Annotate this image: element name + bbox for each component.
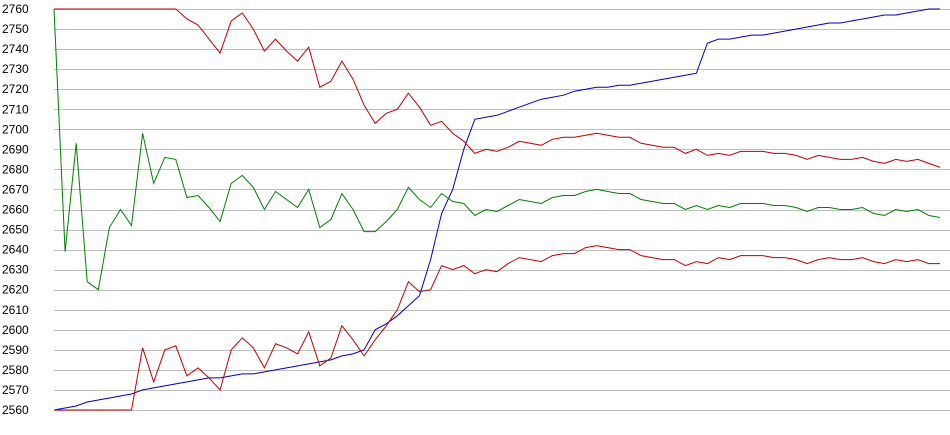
series-line-2: [53, 8, 941, 291]
y-tick-label: 2620: [2, 283, 29, 297]
y-tick-label: 2730: [2, 62, 29, 76]
series-line-1: [53, 8, 940, 411]
y-tick-label: 2600: [2, 323, 29, 337]
y-tick-label: 2670: [2, 182, 29, 196]
y-tick-label: 2590: [2, 343, 29, 357]
y-tick-label: 2610: [2, 303, 29, 317]
series-line-3: [54, 8, 941, 168]
y-tick-label: 2690: [2, 142, 29, 156]
y-tick-label: 2640: [2, 243, 29, 257]
y-axis-tick-labels: 2560 2570 2580 2590 2600 2610 2620 2630 2640 2650…: [2, 2, 29, 417]
y-tick-label: 2660: [2, 203, 29, 217]
y-tick-label: 2760: [2, 2, 29, 16]
y-tick-label: 2570: [2, 383, 29, 397]
series-line-4: [54, 245, 940, 411]
y-gridlines: [54, 9, 950, 411]
plot-series: [53, 8, 941, 411]
y-tick-label: 2680: [2, 162, 29, 176]
y-tick-label: 2720: [2, 82, 29, 96]
y-tick-label: 2710: [2, 102, 29, 116]
y-tick-label: 2700: [2, 122, 29, 136]
y-tick-label: 2750: [2, 22, 29, 36]
y-tick-label: 2560: [2, 403, 29, 417]
y-tick-label: 2740: [2, 42, 29, 56]
y-tick-label: 2580: [2, 363, 29, 377]
y-tick-label: 2650: [2, 223, 29, 237]
y-tick-label: 2630: [2, 263, 29, 277]
